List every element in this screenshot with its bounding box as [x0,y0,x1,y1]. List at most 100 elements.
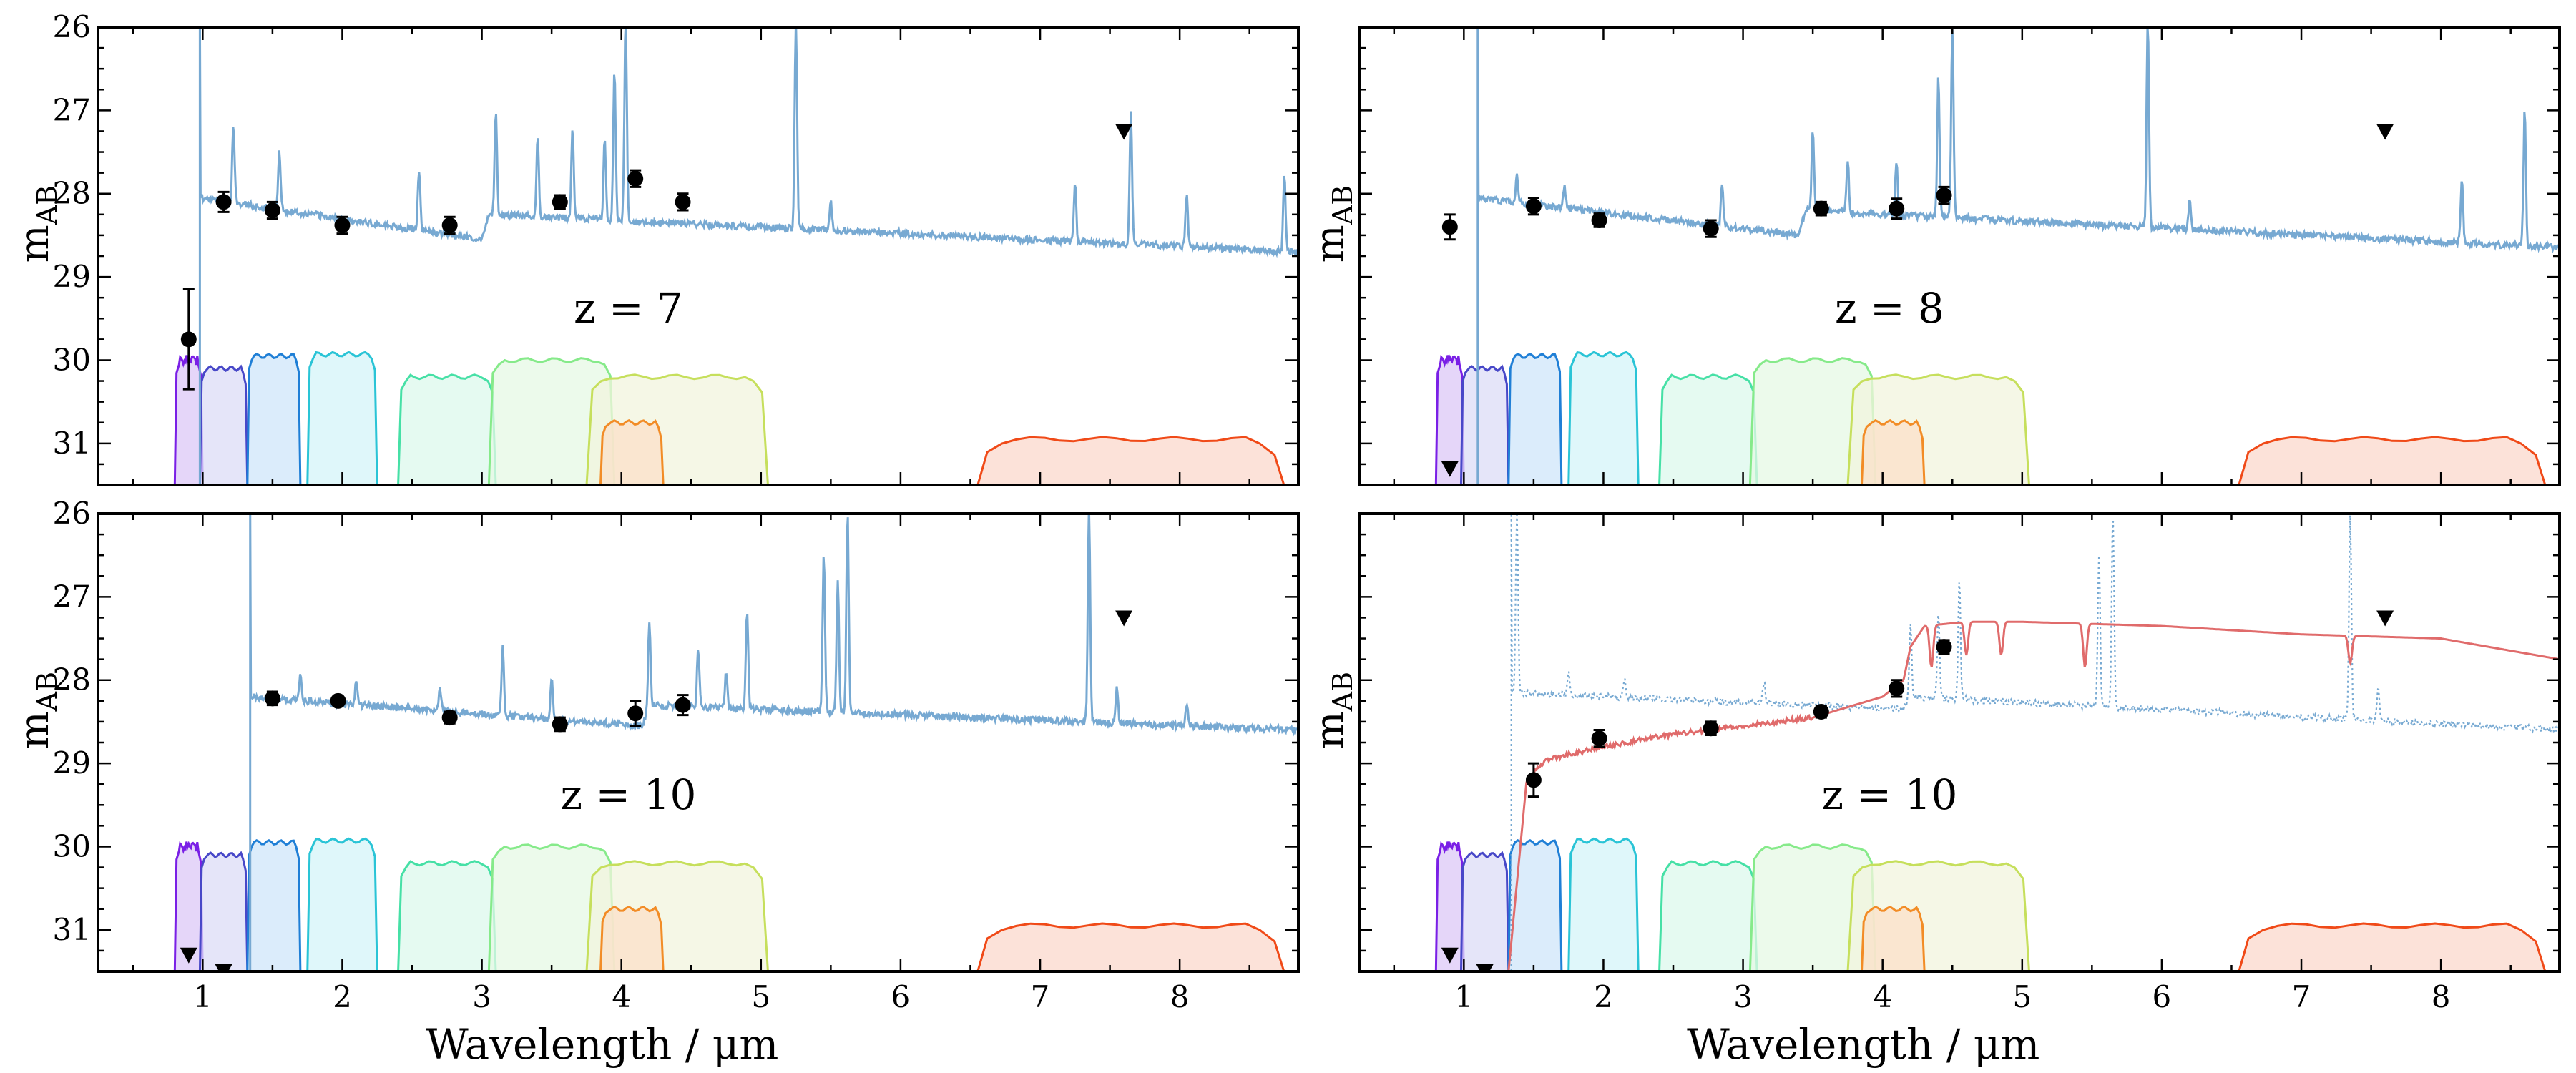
filter-band-fill [247,840,300,971]
spectrum-line [249,514,1298,971]
y-axis-label: mAB [11,672,63,749]
filter-band-curve [1748,843,1877,971]
filter-band-curve [306,351,378,485]
spectrum-line [1476,27,2560,485]
filter-band-curve [1434,354,1465,485]
photometry-point [180,288,197,391]
y-tick-label: 30 [53,828,91,863]
filter-band-curve [397,860,497,971]
panel-bottom-right: 1 2 3 4 5 6 7 8 mAB Wavelength / μm z = 10 [1307,512,2561,1069]
y-tick-label: 26 [53,9,91,44]
filter-band-fill [600,420,664,485]
filter-band-curve [306,837,378,971]
y-axis-label: mAB [11,185,63,263]
filter-band-fill [1659,861,1758,971]
photometry-point [215,190,232,213]
photometry-point [264,690,280,707]
redshift-annotation: z = 7 [574,284,683,333]
photometry-point [264,200,280,220]
x-tick-label: 6 [891,979,911,1014]
x-tick-label: 5 [751,979,770,1014]
model-line [1507,620,2560,971]
filter-band-fill [2238,437,2545,485]
filter-band-fill [1461,366,1509,485]
x-tick-label: 3 [472,979,491,1014]
filter-band-fill [1436,841,1464,971]
filter-band-fill [1659,374,1758,485]
filter-band-fill [1861,906,1925,971]
filter-band-curve [2238,436,2547,485]
photometry-point [675,192,691,212]
upper-limit-marker [2376,124,2394,140]
filter-band-fill [175,355,203,485]
filter-band-curve [1658,860,1758,971]
filter-band-fill [1568,838,1639,971]
filter-band-fill [398,374,496,485]
upper-limit-marker [1441,947,1459,964]
photometry-point [1591,729,1607,748]
filter-band-fill [1508,840,1562,971]
filter-band-curve [198,364,249,485]
photometry-point [1889,679,1905,698]
filter-band-curve [976,436,1285,485]
photometry-point [1703,720,1719,737]
filter-band-curve [246,838,302,971]
x-tick-label: 2 [1594,979,1613,1014]
photometry-point [1525,197,1542,216]
photometry-point [675,694,691,717]
spectrum-line [1510,514,2560,971]
filter-band-curve [599,905,665,971]
plot-area [173,27,1298,485]
spectrum-line [198,27,1298,485]
x-tick-label: 7 [1031,979,1050,1014]
panel-top-left: 26 27 28 29 30 31 mAB z = 7 [11,9,1300,486]
panel-top-right: mAB z = 8 [1307,26,2561,486]
upper-limit-marker [180,947,197,964]
x-axis-label: Wavelength / μm [426,1020,778,1069]
photometry-point [1525,762,1542,798]
filter-band-curve [1846,860,2030,971]
y-axis-label: mAB [1307,185,1358,263]
y-tick-label: 28 [53,176,91,211]
upper-limit-marker [1441,461,1459,477]
photometry-point [1813,200,1829,217]
photometry-point [441,215,458,235]
filter-band-fill [489,844,614,971]
photometry-point [552,194,568,210]
filter-band-curve [1860,905,1926,971]
y-tick-label: 31 [53,426,91,461]
x-axis-label: Wavelength / μm [1687,1020,2039,1069]
upper-limit-marker [1115,124,1133,140]
filter-band-curve [1434,841,1465,971]
x-tick-label: 1 [193,979,212,1014]
filter-band-fill [398,861,496,971]
upper-limit-marker [1115,610,1133,627]
filter-band-curve [976,922,1285,971]
y-tick-label: 29 [53,259,91,294]
filter-band-fill [307,352,378,485]
filter-band-curve [1459,851,1510,971]
filter-band-fill [175,841,203,971]
x-tick-label: 3 [1733,979,1753,1014]
filter-band-fill [200,853,248,971]
x-tick-label: 4 [1873,979,1892,1014]
x-tick-label: 7 [2292,979,2311,1014]
y-axis-label: mAB [1307,672,1358,749]
redshift-annotation: z = 10 [1822,770,1958,819]
y-tick-label: 31 [53,912,91,947]
photometry-point [627,169,644,188]
filter-band-fill [1750,358,1876,485]
photometry-point [330,692,346,709]
plot-area [173,514,1298,971]
filter-band-fill [247,353,300,485]
filter-band-fill [600,906,664,971]
x-tick-label: 6 [2153,979,2172,1014]
filter-band-curve [1860,418,1926,485]
filter-band-fill [1461,853,1509,971]
x-tick-label: 8 [1170,979,1190,1014]
filter-band-curve [1846,373,2030,485]
photometry-point [1936,639,1952,655]
y-tick-label: 30 [53,342,91,377]
plot-area [1434,27,2560,485]
